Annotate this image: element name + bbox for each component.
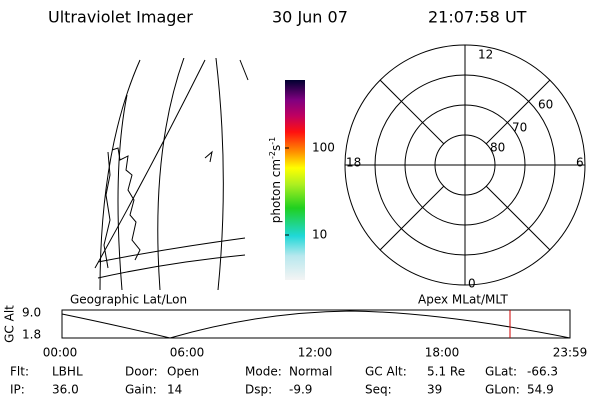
field-value: 39 (427, 383, 442, 397)
polar-label: Apex MLat/MLT (418, 293, 508, 307)
field-value: 14 (167, 383, 182, 397)
field-value: -66.3 (527, 365, 558, 379)
map-grid (94, 58, 249, 290)
field-value: 36.0 (52, 383, 79, 397)
field-label: Door: (125, 365, 158, 379)
x-tick-label: 00:00 (43, 346, 78, 360)
field-label: GC Alt: (365, 365, 407, 379)
mlt-label: 18 (346, 156, 361, 170)
altitude-axis-label: GC Alt (3, 305, 17, 343)
lat-label: 70 (512, 121, 527, 135)
colorbar-tick-label: 100 (312, 141, 335, 155)
field-value: Open (167, 365, 199, 379)
altitude-curve (61, 310, 571, 339)
date: 30 Jun 07 (272, 8, 348, 27)
exponent: -2 (268, 151, 277, 159)
footer: Flt: LBHL Door: Open Mode: Normal GC Alt: 5.1 R… (10, 365, 558, 397)
y-tick-label: 9.0 (22, 306, 41, 320)
altitude-frame (61, 309, 571, 339)
field-label: IP: (10, 383, 25, 397)
lat-label: 80 (490, 141, 505, 155)
field-label: Gain: (125, 383, 157, 397)
field-label: GLon: (485, 383, 520, 397)
field-value: Normal (289, 365, 332, 379)
colorbar (285, 80, 305, 280)
x-tick-label: 23:59 (553, 346, 588, 360)
colorbar-label: photon cm-2s-1 (268, 137, 283, 224)
field-label: Mode: (245, 365, 282, 379)
x-tick-label: 12:00 (298, 346, 333, 360)
field-label: Seq: (365, 383, 392, 397)
mlt-label: 12 (478, 48, 493, 62)
field-label: GLat: (485, 365, 517, 379)
field-value: -9.9 (289, 383, 312, 397)
time: 21:07:58 UT (428, 8, 527, 27)
polar-grid (344, 44, 586, 286)
x-tick-label: 06:00 (170, 346, 205, 360)
field-value: 5.1 Re (427, 365, 465, 379)
field-label: Flt: (10, 365, 29, 379)
colorbar-tick-label: 10 (312, 228, 327, 242)
lat-label: 60 (538, 98, 553, 112)
exponent: -1 (268, 137, 277, 145)
x-tick-label: 18:00 (425, 346, 460, 360)
unit: s (269, 145, 283, 151)
unit: photon cm (269, 159, 283, 223)
mlt-label: 6 (576, 156, 584, 170)
title: Ultraviolet Imager (48, 8, 193, 27)
mlt-label: 0 (468, 277, 476, 291)
map-label: Geographic Lat/Lon (70, 293, 187, 307)
field-label: Dsp: (245, 383, 272, 397)
field-value: 54.9 (527, 383, 554, 397)
y-tick-label: 1.8 (22, 328, 41, 342)
field-value: LBHL (52, 365, 83, 379)
